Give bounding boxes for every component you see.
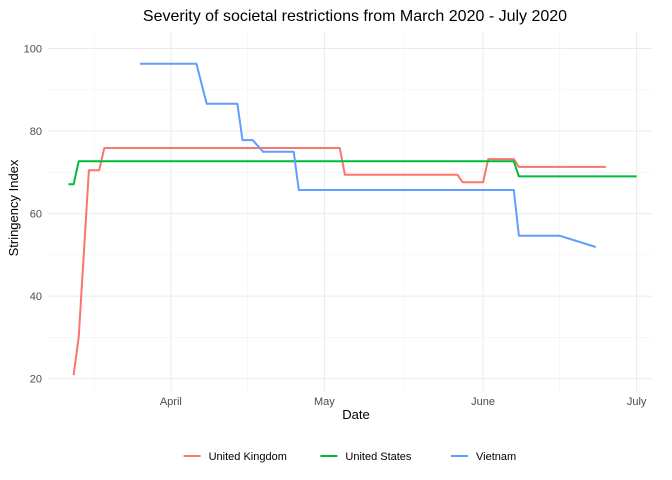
legend: United Kingdom United States Vietnam <box>183 451 516 463</box>
legend-item-vietnam: Vietnam <box>451 451 516 463</box>
x-tick-label: May <box>314 396 335 408</box>
y-tick-label: 20 <box>30 374 42 386</box>
plot-series <box>68 62 637 376</box>
x-tick-label: April <box>160 396 182 408</box>
x-tick-label: June <box>471 396 495 408</box>
series-line-united-kingdom <box>72 147 606 376</box>
legend-label: United States <box>345 451 412 463</box>
series-line-united-states <box>68 160 637 186</box>
plot-grid <box>48 32 652 391</box>
legend-label: United Kingdom <box>209 451 287 463</box>
y-tick-label: 100 <box>24 44 42 56</box>
legend-label: Vietnam <box>476 451 516 463</box>
x-tick-label: July <box>627 396 647 408</box>
x-axis-ticks: April May June July <box>160 396 647 408</box>
chart-title: Severity of societal restrictions from M… <box>143 8 567 25</box>
series-line-vietnam <box>140 62 596 248</box>
y-tick-label: 40 <box>30 291 42 303</box>
legend-item-united-states: United States <box>320 451 412 463</box>
legend-item-united-kingdom: United Kingdom <box>183 451 287 463</box>
y-tick-label: 80 <box>30 126 42 138</box>
x-axis-title: Date <box>342 407 369 422</box>
y-axis-ticks: 20 40 60 80 100 <box>24 44 42 386</box>
y-axis-title: Stringency Index <box>6 159 21 256</box>
y-tick-label: 60 <box>30 209 42 221</box>
